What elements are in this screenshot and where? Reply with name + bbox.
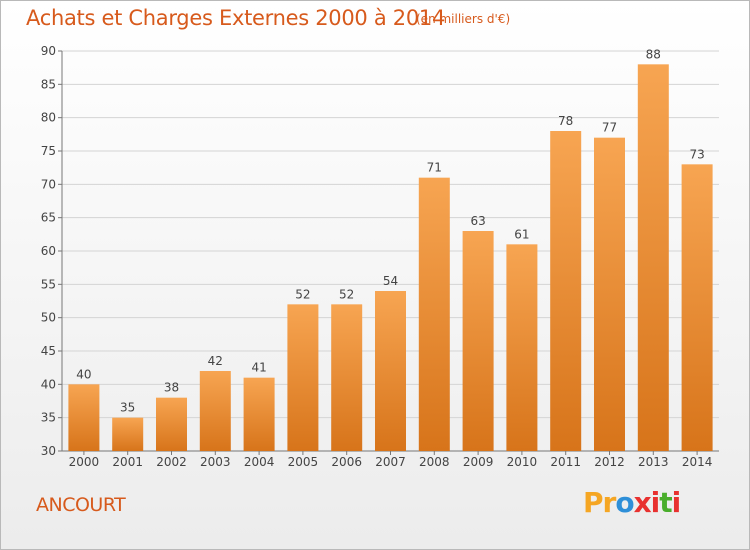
- value-label: 35: [120, 401, 135, 415]
- y-tick-label: 55: [41, 277, 56, 291]
- value-label: 63: [470, 214, 485, 228]
- bar-2005: [287, 304, 319, 451]
- bar-2009: [462, 231, 494, 451]
- y-tick-label: 90: [41, 44, 56, 58]
- x-tick-label: 2005: [288, 455, 319, 469]
- value-label: 73: [689, 147, 704, 161]
- bar-2013: [637, 64, 669, 451]
- bar-2002: [156, 397, 187, 451]
- bar-2003: [199, 371, 231, 451]
- value-label: 54: [383, 274, 398, 288]
- bar-2007: [375, 291, 406, 451]
- value-label: 77: [602, 121, 617, 135]
- value-label: 71: [427, 161, 442, 175]
- logo-letter: i: [671, 486, 682, 519]
- bar-2014: [681, 164, 713, 452]
- x-tick-label: 2004: [244, 455, 275, 469]
- y-tick-label: 50: [41, 311, 56, 325]
- y-tick-label: 45: [41, 344, 56, 358]
- logo-letter: r: [602, 486, 617, 519]
- logo-letter: x: [633, 486, 652, 519]
- logo-letter: i: [650, 486, 661, 519]
- proxiti-logo[interactable]: Proxiti: [583, 486, 682, 519]
- bars: [68, 64, 713, 452]
- chart-title: Achats et Charges Externes 2000 à 2014: [26, 6, 446, 30]
- bar-2010: [506, 244, 538, 451]
- y-tick-label: 30: [41, 444, 56, 458]
- bar-2000: [68, 384, 100, 451]
- value-label: 40: [76, 367, 91, 381]
- logo-letter: P: [583, 486, 604, 519]
- y-tick-label: 60: [41, 244, 56, 258]
- y-tick-label: 85: [41, 77, 56, 91]
- x-tick-label: 2002: [156, 455, 187, 469]
- x-tick-label: 2003: [200, 455, 231, 469]
- logo-letter: o: [615, 486, 634, 519]
- value-label: 52: [339, 287, 354, 301]
- x-tick-label: 2000: [69, 455, 100, 469]
- commune-name: ANCOURT: [36, 494, 126, 516]
- value-label: 61: [514, 227, 529, 241]
- logo-letter: t: [659, 486, 672, 519]
- x-tick-label: 2006: [331, 455, 362, 469]
- x-tick-label: 2014: [682, 455, 713, 469]
- x-tick-label: 2008: [419, 455, 450, 469]
- bar-2008: [418, 177, 450, 451]
- y-tick-label: 35: [41, 411, 56, 425]
- value-label: 41: [251, 361, 266, 375]
- y-tick-label: 70: [41, 177, 56, 191]
- x-tick-label: 2009: [463, 455, 494, 469]
- bar-2012: [594, 137, 625, 451]
- bar-2001: [112, 417, 144, 451]
- x-tick-label: 2010: [507, 455, 538, 469]
- bar-2011: [550, 131, 582, 451]
- value-label: 42: [208, 354, 223, 368]
- x-tick-label: 2013: [638, 455, 669, 469]
- x-tick-label: 2012: [594, 455, 625, 469]
- bar-2006: [331, 304, 363, 451]
- y-tick-label: 75: [41, 144, 56, 158]
- bar-2004: [243, 377, 275, 451]
- y-tick-label: 40: [41, 377, 56, 391]
- labels: 40 2000 35 2001 38 2002 42 2003 41 2004 52 2005 52 20…: [69, 47, 713, 469]
- chart-unit: (en milliers d'€): [416, 12, 511, 26]
- value-label: 88: [646, 47, 661, 61]
- x-tick-label: 2011: [550, 455, 581, 469]
- y-tick-label: 80: [41, 111, 56, 125]
- x-tick-label: 2001: [112, 455, 143, 469]
- value-label: 78: [558, 114, 573, 128]
- value-label: 52: [295, 287, 310, 301]
- y-tick-label: 65: [41, 211, 56, 225]
- value-label: 38: [164, 381, 179, 395]
- x-tick-label: 2007: [375, 455, 406, 469]
